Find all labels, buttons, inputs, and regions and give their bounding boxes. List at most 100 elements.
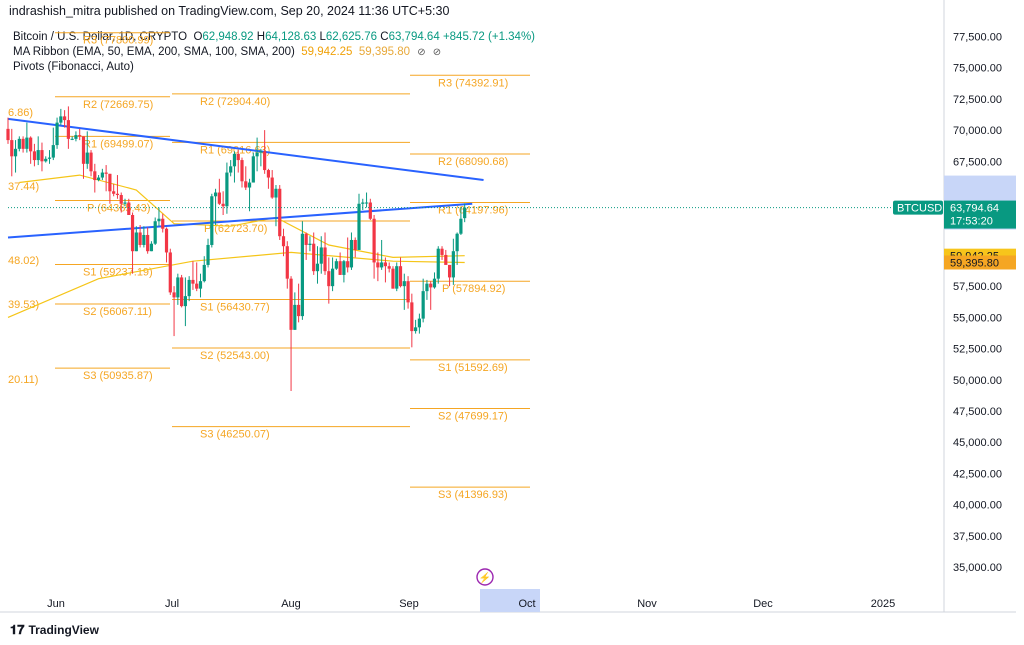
candle-body bbox=[259, 151, 263, 153]
time-tick-label: Oct bbox=[518, 598, 535, 610]
candle-body bbox=[221, 203, 225, 207]
pivot-label: R2 (72669.75) bbox=[83, 99, 153, 111]
candle-body bbox=[25, 137, 29, 149]
hidden-series-icon[interactable]: ⊘ bbox=[417, 47, 426, 58]
candle-body bbox=[40, 150, 44, 162]
candle-body bbox=[436, 248, 440, 279]
pivot-label-truncated: 20.11) bbox=[8, 374, 38, 386]
ma-ribbon bbox=[7, 174, 465, 318]
candle-body bbox=[300, 233, 304, 317]
candle-body bbox=[142, 234, 146, 245]
candle-body bbox=[255, 152, 259, 157]
candle-body bbox=[225, 172, 229, 207]
candle-body bbox=[308, 243, 312, 245]
candle-body bbox=[89, 152, 93, 172]
tradingview-logo-icon: 𝟏𝟕 bbox=[10, 622, 25, 637]
candle-body bbox=[100, 172, 104, 178]
candle-body bbox=[70, 138, 74, 140]
candle-body bbox=[55, 122, 59, 146]
candle-body bbox=[444, 254, 448, 265]
candle-body bbox=[96, 177, 101, 181]
candle-body bbox=[229, 166, 233, 173]
candle-body bbox=[270, 177, 274, 198]
candle-body bbox=[380, 262, 384, 268]
candle-body bbox=[81, 136, 86, 164]
candle-body bbox=[447, 264, 452, 278]
price-tick-label: 75,000.00 bbox=[953, 63, 1002, 75]
last-price-value: 63,794.64 bbox=[950, 203, 999, 215]
price-tick-label: 47,500.00 bbox=[953, 406, 1002, 418]
candle-body bbox=[327, 271, 331, 287]
candle-body bbox=[93, 171, 97, 181]
candle-body bbox=[361, 202, 365, 204]
pivot-label: S3 (50935.87) bbox=[83, 370, 153, 382]
candle-body bbox=[123, 202, 127, 204]
candle-body bbox=[176, 277, 180, 298]
candle-body bbox=[417, 318, 421, 328]
candle-body bbox=[315, 263, 320, 272]
pivot-label-truncated: 6.86) bbox=[8, 107, 33, 119]
candle-body bbox=[32, 151, 37, 161]
price-tick-label: 72,500.00 bbox=[953, 94, 1002, 106]
candle-body bbox=[210, 196, 214, 245]
candle-body bbox=[368, 202, 372, 219]
candle-body bbox=[232, 153, 237, 167]
candle-body bbox=[191, 279, 195, 284]
candle-body bbox=[425, 283, 429, 292]
pivot-label: R2 (72904.40) bbox=[200, 96, 270, 108]
pivots-legend-row[interactable]: Pivots (Fibonacci, Auto) bbox=[13, 60, 535, 75]
candle-body bbox=[130, 214, 135, 252]
price-tick-label: 70,000.00 bbox=[953, 125, 1002, 137]
candle-body bbox=[330, 268, 335, 287]
candle-body bbox=[353, 239, 357, 250]
price-tick-label: 35,000.00 bbox=[953, 562, 1002, 574]
candle-body bbox=[47, 157, 52, 159]
pivot-label-truncated: 39.53) bbox=[8, 299, 39, 311]
candle-body bbox=[21, 138, 25, 149]
pivot-label: P (64365.43) bbox=[87, 202, 150, 214]
pivots-title: Pivots (Fibonacci, Auto) bbox=[13, 61, 134, 73]
candle-body bbox=[195, 283, 199, 289]
candle-body bbox=[312, 243, 316, 272]
candle-body bbox=[247, 182, 252, 188]
candle-body bbox=[395, 266, 399, 289]
candle-body bbox=[342, 261, 346, 275]
candle-body bbox=[357, 203, 361, 250]
candle-body bbox=[459, 218, 463, 234]
pivot-label: S2 (52543.00) bbox=[200, 350, 270, 362]
price-tick-label: 45,000.00 bbox=[953, 437, 1002, 449]
candle-body bbox=[63, 116, 67, 121]
candle-body bbox=[172, 292, 176, 298]
pivot-label: S1 (56430.77) bbox=[200, 302, 270, 314]
hidden-series-icon[interactable]: ⊘ bbox=[432, 47, 442, 58]
candle-body bbox=[74, 135, 78, 139]
time-tick-label: Jun bbox=[47, 598, 65, 610]
candle-body bbox=[119, 195, 123, 204]
tradingview-logo[interactable]: 𝟏𝟕 TradingView bbox=[10, 622, 99, 638]
candle-body bbox=[346, 261, 350, 268]
pivot-label: R3 (77800.99) bbox=[83, 35, 153, 47]
ma-ribbon-legend-row[interactable]: MA Ribbon (EMA, 50, EMA, 200, SMA, 100, … bbox=[13, 45, 535, 60]
candle-body bbox=[66, 120, 70, 139]
event-marker-icon bbox=[476, 568, 494, 586]
ma-tag-2-value: 59,395.80 bbox=[950, 257, 999, 269]
candle-body bbox=[455, 233, 459, 252]
candle-body bbox=[391, 268, 395, 289]
candle-body bbox=[364, 202, 369, 204]
bar-countdown: 17:53:20 bbox=[950, 216, 993, 228]
price-tick-label: 77,500.00 bbox=[953, 31, 1002, 43]
symbol-legend-row[interactable]: Bitcoin / U.S. Dollar, 1D, CRYPTO O62,94… bbox=[13, 30, 535, 45]
candle-body bbox=[414, 327, 418, 332]
pivot-label: S3 (41396.93) bbox=[438, 489, 508, 501]
candle-body bbox=[274, 188, 278, 198]
price-tick-label: 57,500.00 bbox=[953, 281, 1002, 293]
candle-body bbox=[168, 252, 172, 293]
candle-body bbox=[138, 232, 142, 245]
candle-body bbox=[198, 281, 203, 289]
last-price-tag bbox=[944, 200, 1016, 229]
candle-body bbox=[244, 181, 248, 188]
pivot-label: S2 (47699.17) bbox=[438, 411, 508, 423]
low-value: 62,625.76 bbox=[325, 31, 378, 43]
candle-body bbox=[206, 244, 210, 265]
